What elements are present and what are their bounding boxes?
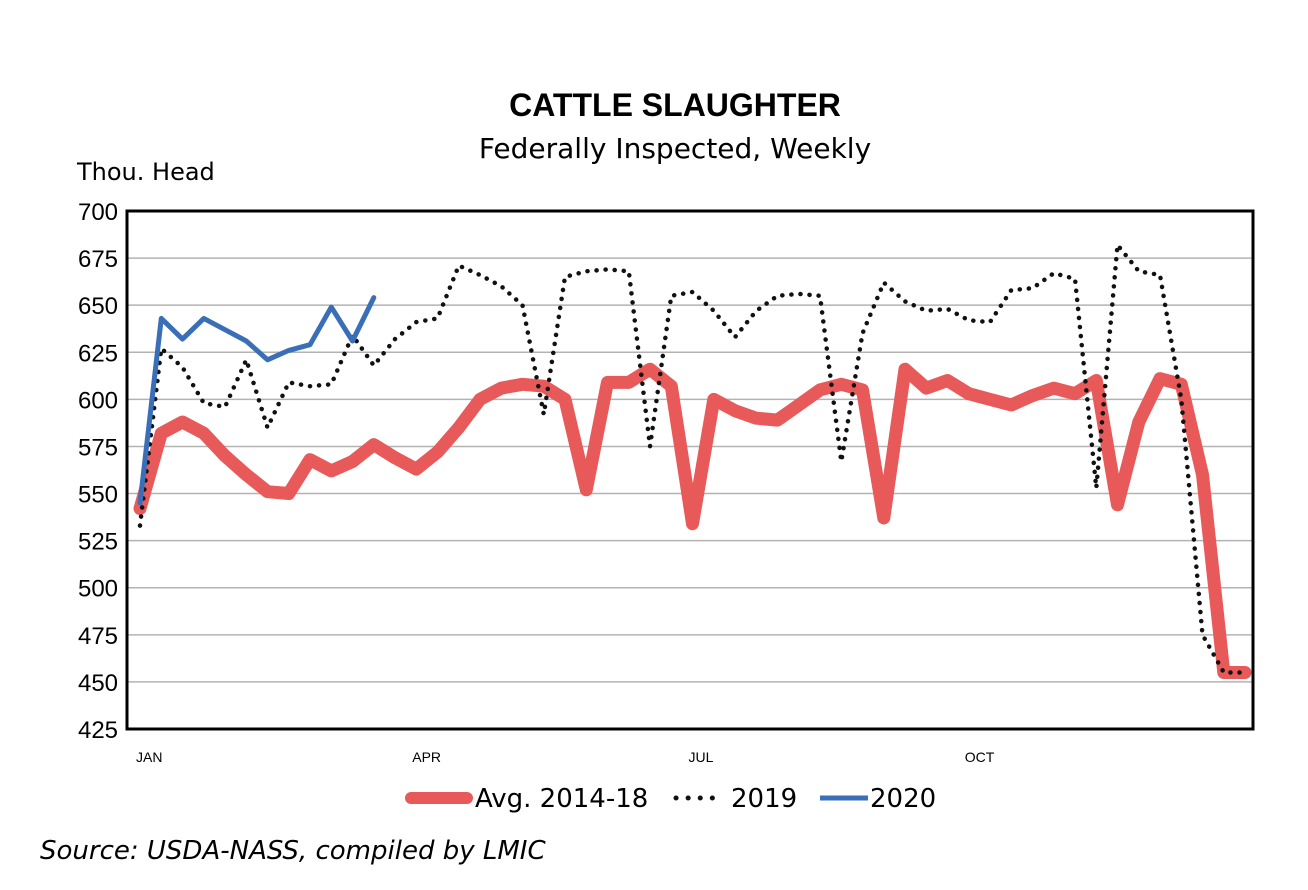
y-tick-label: 700 bbox=[78, 199, 118, 226]
legend-label-avg: Avg. 2014-18 bbox=[475, 784, 648, 814]
y-tick-label: 425 bbox=[78, 717, 118, 744]
legend-label-2020: 2020 bbox=[870, 784, 936, 814]
y-tick-label: 675 bbox=[78, 246, 118, 273]
series-line-2 bbox=[137, 295, 377, 506]
legend: Avg. 2014-18 2019 2020 bbox=[405, 784, 936, 814]
source-note: Source: USDA-NASS, compiled by LMIC bbox=[40, 836, 546, 866]
y-tick-label: 575 bbox=[78, 434, 118, 461]
x-tick-label: APR bbox=[412, 749, 441, 765]
x-tick-label: JUL bbox=[689, 749, 714, 765]
y-tick-label: 475 bbox=[78, 623, 118, 650]
y-axis-label: Thou. Head bbox=[76, 158, 215, 186]
chart-title: CATTLE SLAUGHTER bbox=[509, 87, 841, 123]
x-tick-label: JAN bbox=[136, 749, 162, 765]
plot-frame bbox=[125, 209, 1255, 731]
x-tick-labels: JAN APR JUL OCT bbox=[136, 749, 995, 765]
series-lines bbox=[133, 242, 1252, 679]
y-tick-label: 625 bbox=[78, 340, 118, 367]
x-tick-label: OCT bbox=[965, 749, 995, 765]
y-tick-label: 550 bbox=[78, 482, 118, 509]
y-tick-label: 450 bbox=[78, 670, 118, 697]
chart-subtitle: Federally Inspected, Weekly bbox=[479, 132, 871, 165]
y-tick-label: 500 bbox=[78, 576, 118, 603]
y-tick-label: 650 bbox=[78, 293, 118, 320]
series-line-0 bbox=[133, 362, 1252, 679]
y-tick-label: 600 bbox=[78, 387, 118, 414]
y-tick-labels: 425 450 475 500 525 550 575 600 625 650 675 700 bbox=[78, 199, 118, 744]
y-tick-label: 525 bbox=[78, 529, 118, 556]
series-line-1 bbox=[137, 242, 1248, 675]
chart: CATTLE SLAUGHTER Federally Inspected, We… bbox=[76, 87, 1255, 814]
legend-label-2019: 2019 bbox=[731, 784, 797, 814]
